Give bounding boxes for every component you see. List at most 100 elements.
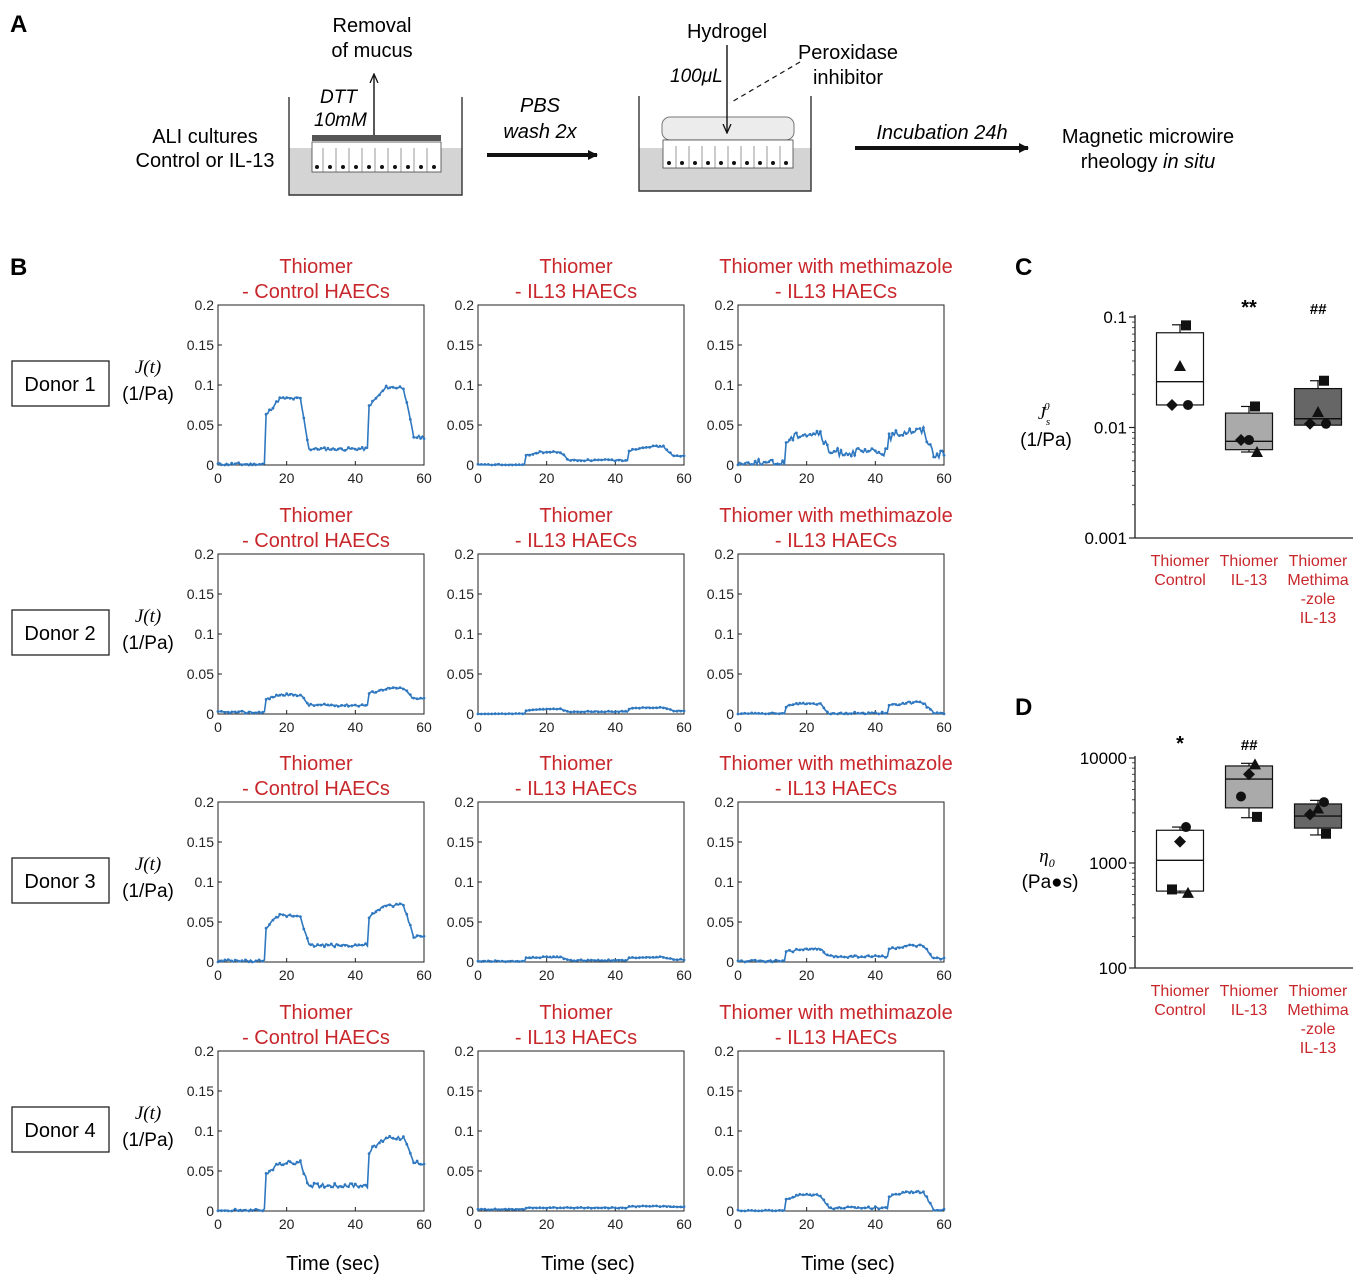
- trace-point: [870, 447, 874, 451]
- trace-point: [668, 451, 672, 454]
- trace-point: [634, 706, 638, 710]
- donor-row-1: Donor 1 J(t) (1/Pa): [11, 357, 174, 407]
- hydrogel-layer: [661, 116, 795, 141]
- trace-point: [928, 707, 932, 711]
- trace-point: [935, 956, 939, 960]
- compliance-trace-points: [736, 1190, 946, 1213]
- data-point-diamond: [1304, 417, 1316, 430]
- trace-point: [395, 686, 398, 690]
- trace-point: [586, 1206, 590, 1209]
- trace-point: [781, 459, 784, 463]
- trace-point: [665, 956, 669, 960]
- compliance-trace-line: [217, 686, 425, 715]
- trace-point: [863, 955, 867, 959]
- trace-point: [367, 692, 371, 695]
- trace-point: [918, 1191, 922, 1195]
- x-tick-label: 0: [734, 967, 742, 983]
- trace-point: [884, 1206, 887, 1209]
- panel-d-ylabel-unit: (Pa●s): [1022, 872, 1079, 893]
- trace-point: [631, 447, 634, 451]
- trace-point: [829, 1206, 833, 1209]
- trace-point: [911, 430, 915, 434]
- x-tick-label: 0: [474, 967, 482, 983]
- compliance-subplot-r2c3: Thiomer with methimazole - IL13 HAECs 0 0.0…: [707, 505, 953, 735]
- significance-annotation: ##: [1310, 301, 1327, 318]
- y-tick-label: 0.2: [455, 546, 475, 562]
- y-tick-label: 0.15: [187, 337, 214, 353]
- donor-label: Donor 2: [24, 623, 95, 645]
- trace-point: [634, 1205, 638, 1209]
- trace-point: [607, 1206, 610, 1210]
- data-point-diamond: [1304, 808, 1316, 821]
- trace-point: [275, 915, 278, 919]
- x-tick-label: 20: [539, 470, 555, 486]
- y-tick-label: 0.15: [707, 586, 734, 602]
- trace-point: [832, 955, 836, 959]
- trace-point: [791, 950, 795, 954]
- trace-point: [261, 959, 264, 963]
- trace-point: [216, 710, 220, 713]
- trace-point: [295, 396, 299, 400]
- trace-point: [805, 702, 809, 706]
- trace-point: [641, 1204, 645, 1208]
- well-2-outline: [638, 96, 812, 192]
- trace-point: [254, 959, 258, 963]
- x-tick-label: 60: [936, 719, 952, 735]
- trace-point: [545, 707, 549, 711]
- trace-point: [299, 693, 302, 697]
- trace-point: [500, 959, 504, 963]
- trace-point: [316, 1182, 319, 1185]
- trace-point: [819, 948, 822, 951]
- x-tick-label: 40: [608, 470, 624, 486]
- trace-point: [767, 959, 771, 963]
- trace-point: [641, 956, 645, 959]
- trace-point: [935, 711, 939, 715]
- panel-label-b: B: [10, 254, 27, 281]
- trace-point: [247, 960, 251, 964]
- trace-point: [480, 712, 483, 716]
- x-tick-label: 0: [734, 470, 742, 486]
- y-tick-label: 0.1: [715, 1123, 735, 1139]
- trace-point: [555, 1206, 559, 1210]
- inhibitor-label: inhibitor: [813, 67, 883, 89]
- trace-point: [343, 449, 347, 452]
- subplot-title-line2: - IL13 HAECs: [515, 530, 637, 552]
- trace-point: [853, 954, 857, 958]
- compliance-trace-points: [476, 955, 686, 964]
- subplot-frame: [737, 1050, 945, 1212]
- trace-point: [220, 463, 223, 467]
- trace-point: [918, 700, 922, 704]
- trace-point: [476, 959, 480, 963]
- trace-point: [292, 397, 295, 401]
- trace-point: [839, 1206, 843, 1210]
- trace-point: [808, 432, 812, 436]
- trace-point: [925, 947, 929, 951]
- trace-point: [288, 1160, 292, 1164]
- trace-point: [679, 957, 682, 961]
- trace-point: [257, 958, 261, 962]
- panel-label-a: A: [10, 11, 27, 38]
- data-point-square: [1167, 884, 1177, 895]
- trace-point: [419, 934, 422, 938]
- y-tick-label: 0.15: [187, 586, 214, 602]
- trace-point: [665, 1205, 669, 1208]
- trace-point: [395, 386, 398, 390]
- trace-point: [836, 1206, 839, 1210]
- trace-point: [757, 458, 760, 461]
- trace-point: [812, 947, 815, 951]
- trace-point: [901, 946, 905, 949]
- data-point-square: [1250, 401, 1260, 412]
- trace-point: [347, 1185, 350, 1188]
- trace-point: [750, 463, 754, 466]
- trace-point: [791, 703, 795, 707]
- trace-point: [853, 453, 857, 457]
- trace-point: [559, 451, 562, 455]
- y-tick-label: 0.2: [715, 1043, 735, 1059]
- trace-point: [760, 959, 764, 963]
- y-tick-label: 0.05: [707, 417, 734, 433]
- trace-point: [292, 914, 295, 918]
- trace-point: [524, 956, 528, 959]
- y-tick-label: 0: [726, 457, 734, 473]
- x-tick-label: 20: [539, 967, 555, 983]
- trace-point: [323, 1186, 326, 1189]
